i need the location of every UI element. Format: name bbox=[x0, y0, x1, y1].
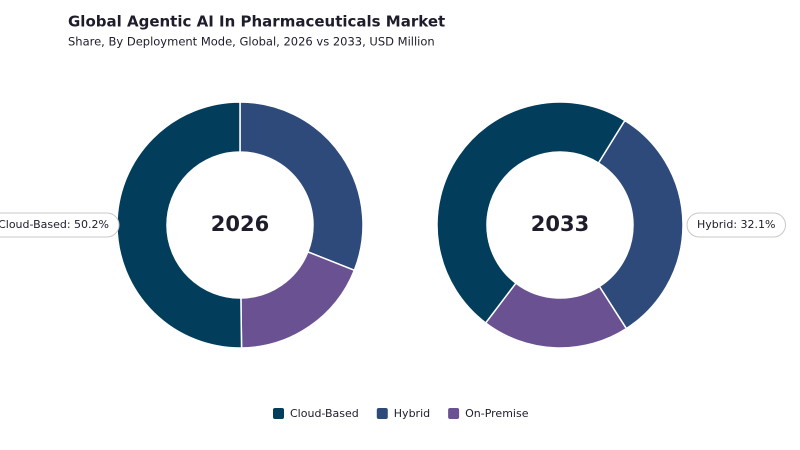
donut-center-label: 2033 bbox=[531, 212, 589, 236]
legend-swatch bbox=[448, 408, 460, 419]
legend-swatch bbox=[376, 408, 388, 419]
callout: Cloud-Based: 50.2% bbox=[0, 212, 120, 238]
donut-slice bbox=[597, 119, 684, 330]
donut-slice bbox=[116, 101, 243, 349]
legend-swatch bbox=[273, 408, 284, 419]
donut-slice bbox=[436, 101, 626, 325]
donut-slice bbox=[239, 101, 364, 272]
callout-label: Cloud-Based: 50.2% bbox=[0, 218, 109, 231]
donut-center-label: 2026 bbox=[211, 212, 269, 236]
legend-label: Hybrid bbox=[394, 407, 430, 420]
callout-box bbox=[0, 212, 120, 238]
callout: Hybrid: 32.1% bbox=[686, 212, 786, 238]
subtitle: Share, By Deployment Mode, Global, 2026 … bbox=[68, 35, 435, 49]
legend-label: Cloud-Based bbox=[290, 407, 359, 420]
callout-label: Hybrid: 32.1% bbox=[697, 218, 775, 231]
legend-label: On-Premise bbox=[465, 407, 529, 420]
callout-box bbox=[686, 212, 786, 238]
title: Global Agentic AI In Pharmaceuticals Mar… bbox=[68, 13, 445, 31]
